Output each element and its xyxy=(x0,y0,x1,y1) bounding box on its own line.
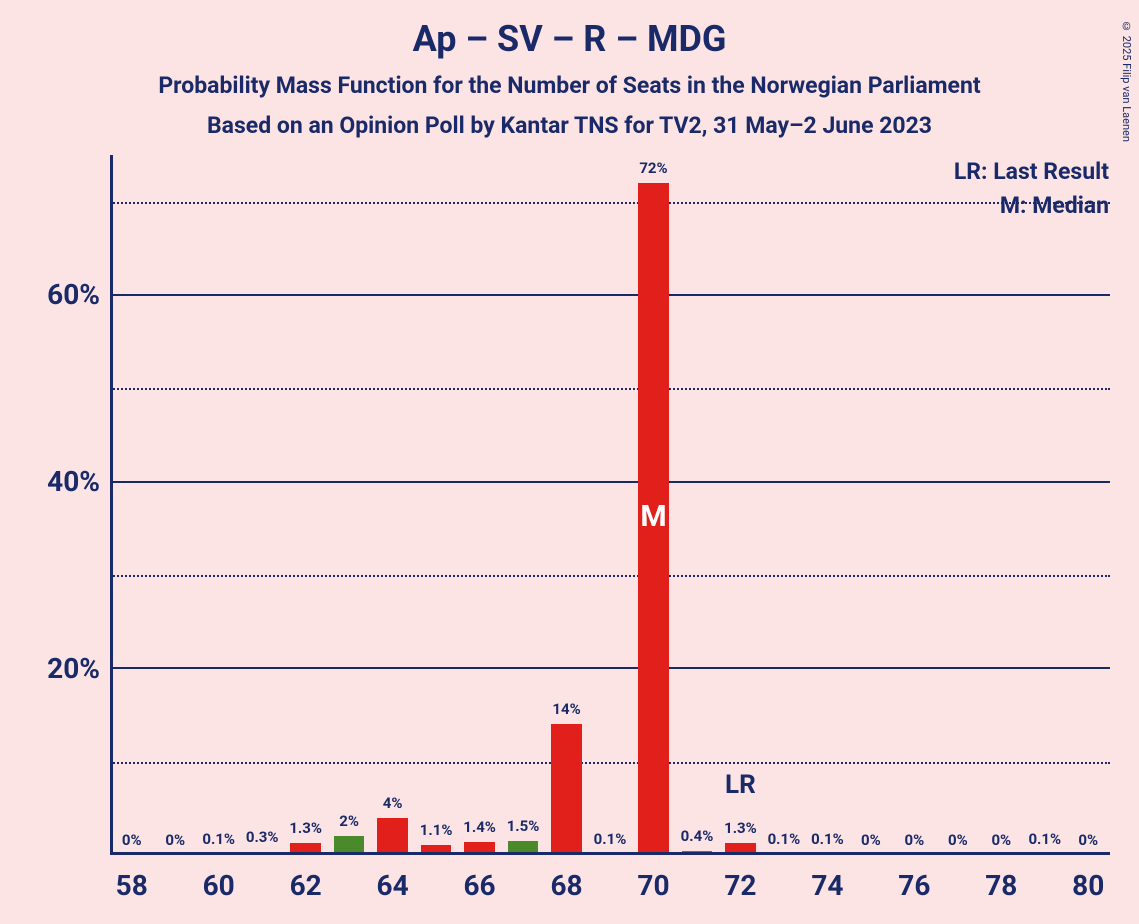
bar-label: 4% xyxy=(383,794,403,812)
bar-label: 1.1% xyxy=(420,821,453,839)
bar-label: 2% xyxy=(339,812,359,830)
plot-area: 0% 0% 0.1% 0.3% 1.3% 2% 4% 1.1% 1.4% 1.5% 14% 0.1% 7… xyxy=(110,155,1110,855)
bar-label: 72% xyxy=(639,159,667,177)
bar-label: 0% xyxy=(904,831,924,849)
bar-label: 0.3% xyxy=(246,828,279,846)
bar-label: 0.1% xyxy=(1028,830,1061,848)
bar-label: 0.1% xyxy=(594,830,627,848)
x-tick-label: 66 xyxy=(463,869,495,902)
y-tick-label: 60% xyxy=(20,278,100,311)
bar-label: 1.3% xyxy=(724,819,757,837)
bar-label: 0% xyxy=(1078,831,1098,849)
bar-label: 0% xyxy=(122,831,142,849)
bar-label: 0% xyxy=(948,831,968,849)
bar-label: 1.4% xyxy=(463,818,496,836)
bar-label: 14% xyxy=(552,700,580,718)
bar-label: 0% xyxy=(861,831,881,849)
y-tick-label: 20% xyxy=(20,652,100,685)
x-tick-label: 78 xyxy=(985,869,1017,902)
bar-label: 0.1% xyxy=(202,830,235,848)
x-tick-label: 68 xyxy=(550,869,582,902)
median-marker: M xyxy=(640,499,666,534)
bar xyxy=(551,724,581,855)
grid-major xyxy=(110,667,1110,669)
y-axis xyxy=(110,155,113,855)
grid-minor xyxy=(110,575,1110,577)
grid-major xyxy=(110,294,1110,296)
bar-label: 1.5% xyxy=(507,817,540,835)
grid-minor xyxy=(110,202,1110,204)
x-axis xyxy=(110,852,1110,855)
bar-label: 0% xyxy=(991,831,1011,849)
grid-minor xyxy=(110,388,1110,390)
grid-minor xyxy=(110,762,1110,764)
x-tick-label: 80 xyxy=(1072,869,1104,902)
x-tick-label: 70 xyxy=(637,869,669,902)
chart-subtitle-2: Based on an Opinion Poll by Kantar TNS f… xyxy=(0,112,1139,139)
chart-title: Ap – SV – R – MDG xyxy=(0,18,1139,60)
x-tick-label: 62 xyxy=(290,869,322,902)
x-tick-label: 64 xyxy=(377,869,409,902)
bar-label: 0.4% xyxy=(681,827,714,845)
y-tick-label: 40% xyxy=(20,465,100,498)
bar-label: 0.1% xyxy=(811,830,844,848)
chart-subtitle-1: Probability Mass Function for the Number… xyxy=(0,72,1139,99)
x-tick-label: 72 xyxy=(724,869,756,902)
bar-label: 0% xyxy=(165,831,185,849)
copyright: © 2025 Filip van Laenen xyxy=(1120,20,1133,142)
x-tick-label: 76 xyxy=(898,869,930,902)
lr-marker: LR xyxy=(725,770,756,800)
x-tick-label: 74 xyxy=(811,869,843,902)
bar-label: 1.3% xyxy=(289,819,322,837)
x-tick-label: 60 xyxy=(203,869,235,902)
bar xyxy=(377,818,407,855)
x-tick-label: 58 xyxy=(116,869,148,902)
chart-canvas: Ap – SV – R – MDG Probability Mass Functi… xyxy=(0,0,1139,924)
grid-major xyxy=(110,481,1110,483)
bar-label: 0.1% xyxy=(768,830,801,848)
